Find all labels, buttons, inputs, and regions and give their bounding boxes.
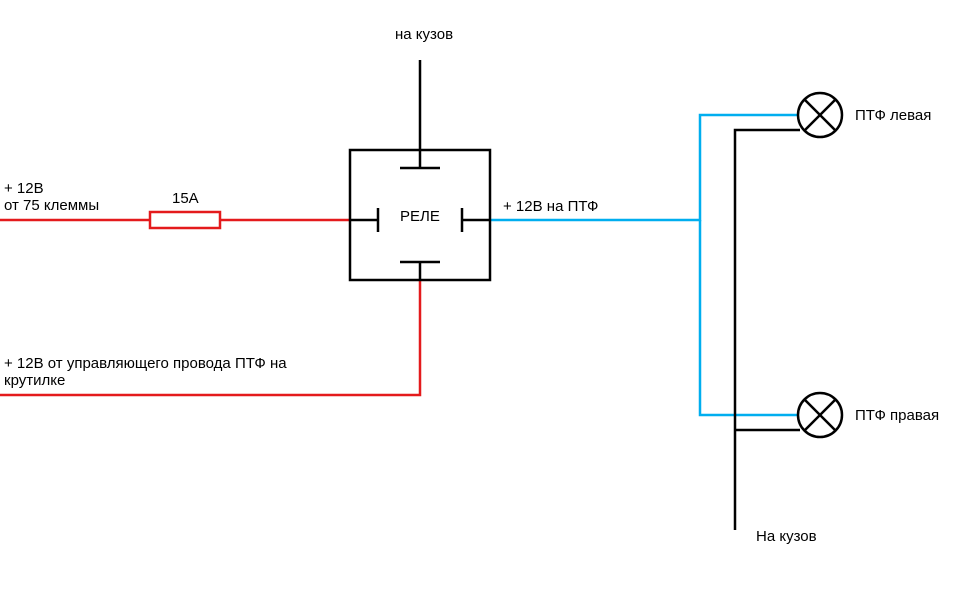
- lamp-left: [798, 93, 842, 137]
- fuse-box: [150, 212, 220, 228]
- label-input-12v: + 12В от 75 клеммы: [4, 180, 99, 214]
- label-fuse: 15А: [172, 190, 199, 207]
- wire-group: [0, 60, 800, 530]
- wire-ground-left-lamp: [735, 130, 800, 530]
- label-top-ground: на кузов: [395, 26, 453, 43]
- lamp-right: [798, 393, 842, 437]
- label-control-12v: + 12В от управляющего провода ПТФ на кру…: [4, 355, 287, 389]
- label-relay: РЕЛЕ: [400, 208, 440, 225]
- circuit-diagram: [0, 0, 960, 590]
- label-lamp-right: ПТФ правая: [855, 407, 939, 424]
- label-output-12v: + 12В на ПТФ: [503, 198, 598, 215]
- label-lamp-left: ПТФ левая: [855, 107, 931, 124]
- wire-out-right-lamp: [700, 220, 798, 415]
- label-bottom-ground: На кузов: [756, 528, 817, 545]
